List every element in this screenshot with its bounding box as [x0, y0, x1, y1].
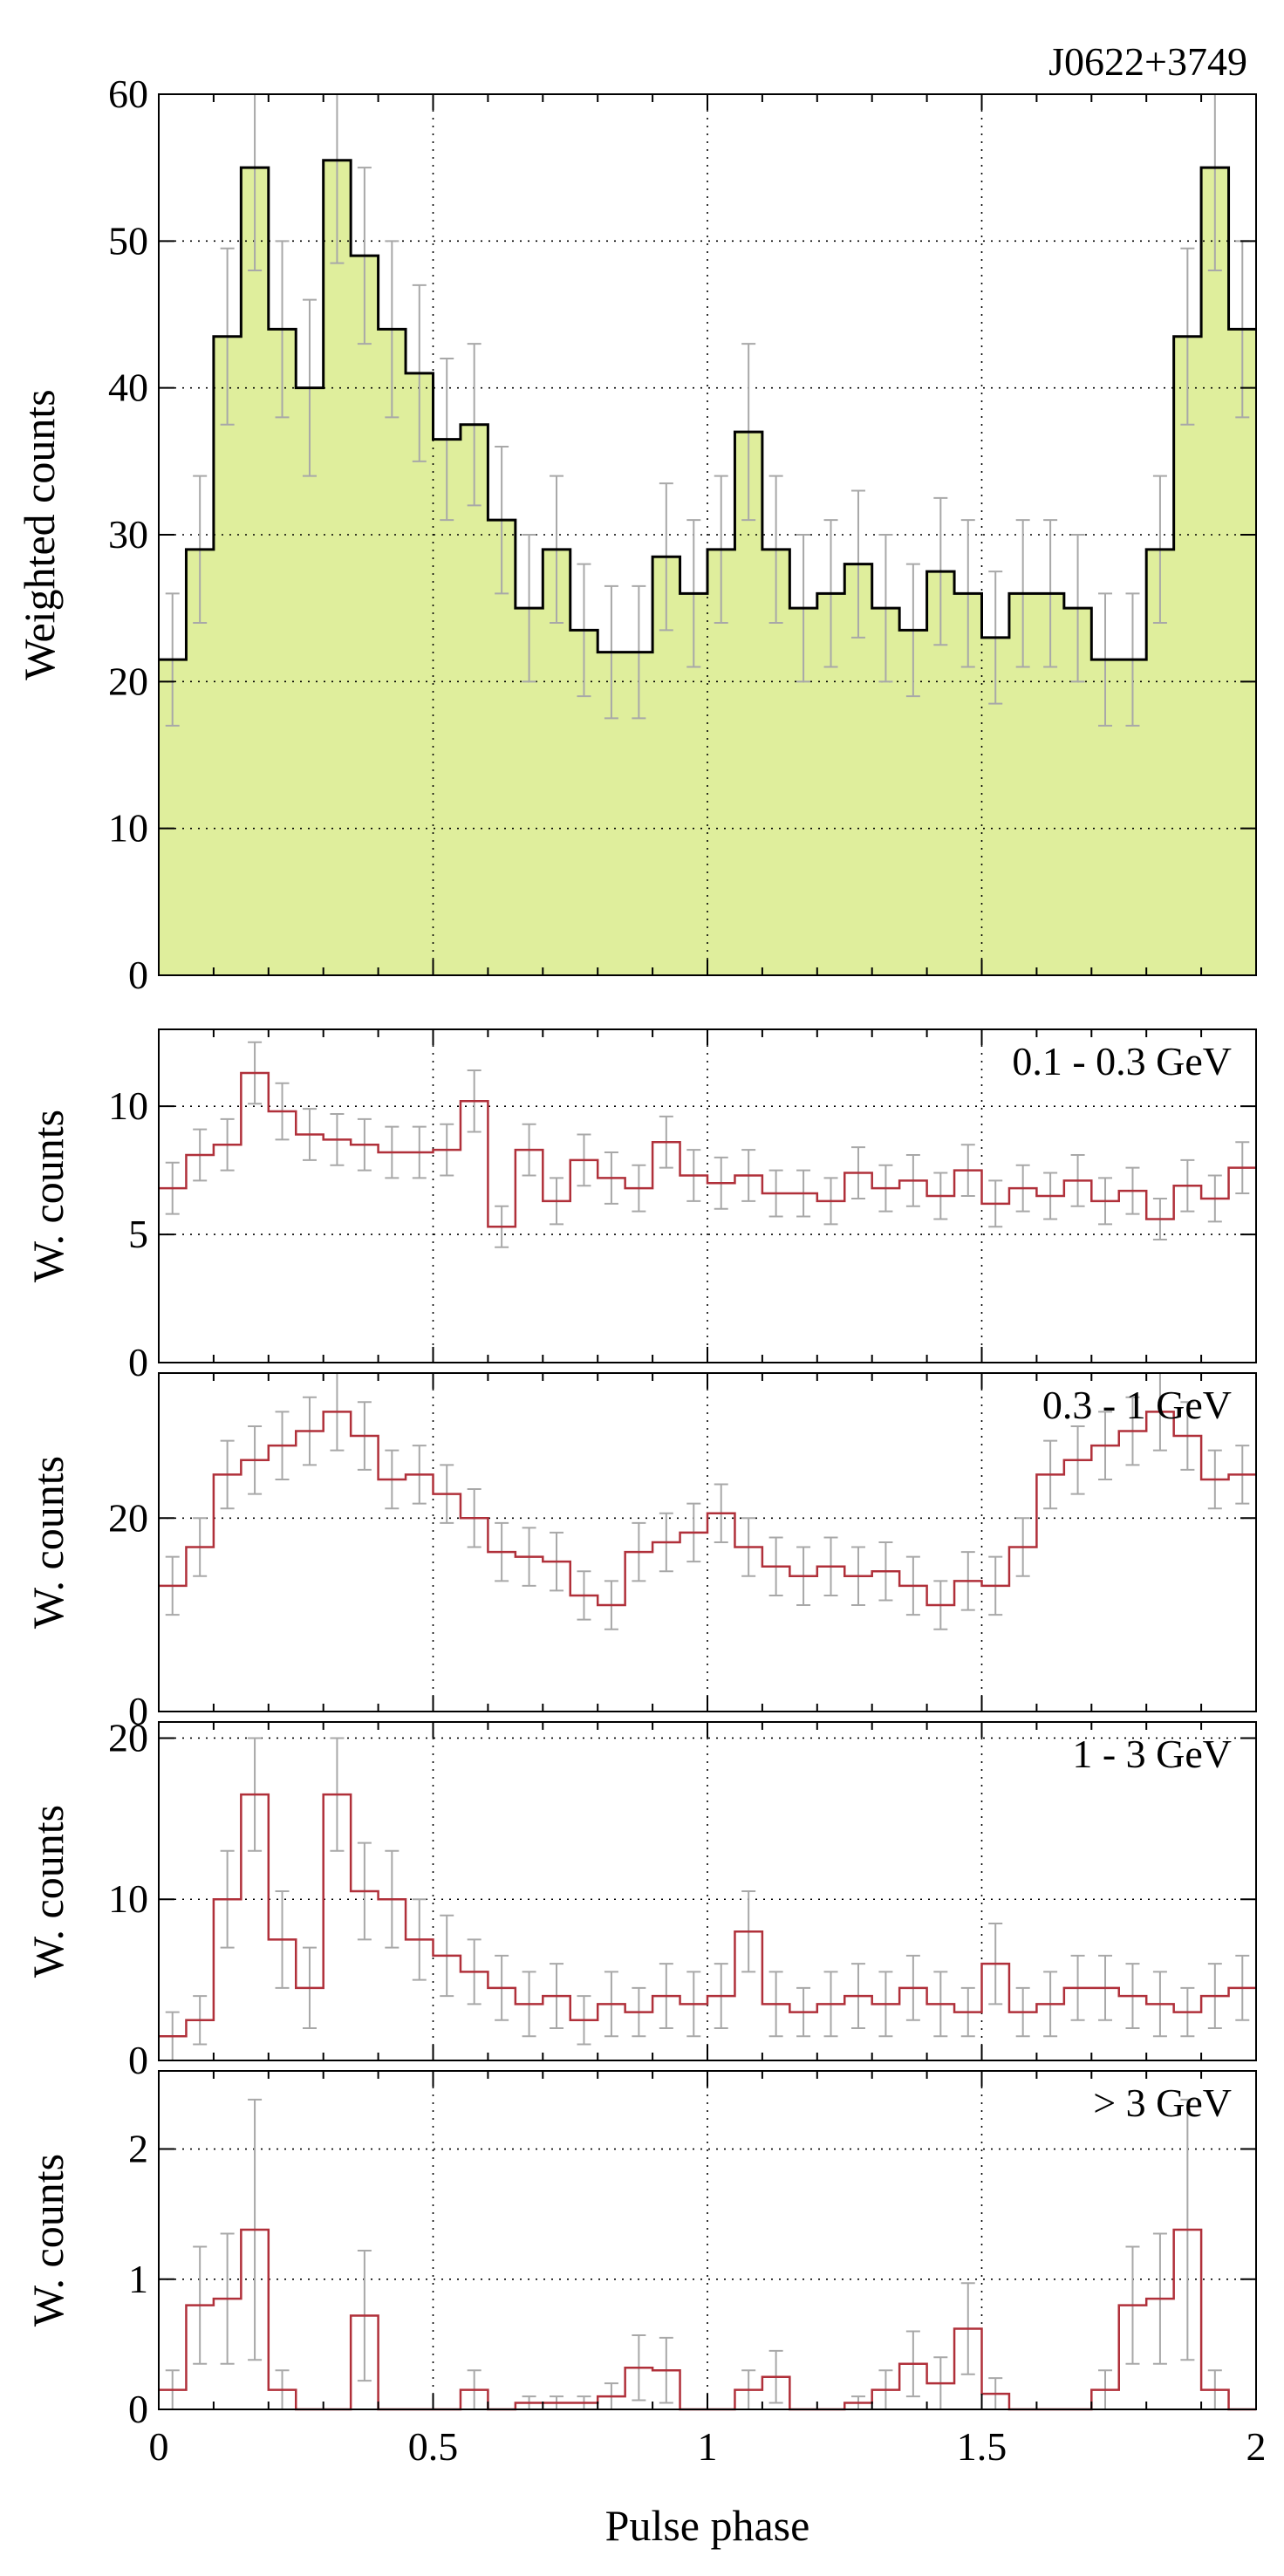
x-axis-label: Pulse phase [605, 2501, 810, 2550]
x-tick-label: 0.5 [408, 2424, 459, 2469]
y-tick-label: 1 [128, 2257, 148, 2301]
y-tick-label: 0 [128, 1689, 148, 1733]
y-axis-label: W. counts [24, 2154, 72, 2327]
y-tick-label: 40 [108, 366, 148, 410]
x-tick-label: 1 [698, 2424, 718, 2469]
y-tick-label: 0 [128, 953, 148, 997]
y-tick-label: 60 [108, 72, 148, 116]
x-tick-label: 1.5 [957, 2424, 1007, 2469]
histogram-step [159, 1071, 1256, 1228]
y-tick-label: 5 [128, 1212, 148, 1256]
panel-band2: 0 20 W. counts 0.3 - 1 GeV [24, 1372, 1257, 1733]
panel-band1: 0 5 10 W. counts 0.1 - 0.3 GeV [24, 1028, 1257, 1384]
x-tick-label: 2 [1246, 2424, 1267, 2469]
panel-band3: 0 10 20 W. counts 1 - 3 GeV [24, 1715, 1257, 2082]
y-tick-label: 30 [108, 512, 148, 557]
y-tick-label: 2 [128, 2127, 148, 2171]
y-tick-label: 20 [108, 659, 148, 703]
source-name-label: J0622+3749 [1048, 39, 1247, 84]
histogram-step [159, 1411, 1256, 1607]
y-tick-label: 50 [108, 218, 148, 263]
y-axis-label: W. counts [24, 1805, 72, 1978]
panel-band4: 0 1 2 W. counts > 3 GeV [24, 2070, 1257, 2431]
energy-band-label: > 3 GeV [1093, 2081, 1232, 2125]
energy-band-label: 1 - 3 GeV [1072, 1732, 1232, 1776]
y-tick-label: 0 [128, 1340, 148, 1384]
energy-band-label: 0.1 - 0.3 GeV [1012, 1039, 1232, 1083]
y-tick-label: 20 [108, 1495, 148, 1540]
y-axis-label: Weighted counts [15, 389, 64, 680]
y-axis-label: W. counts [24, 1110, 72, 1282]
plot-frame [158, 2070, 1257, 2410]
y-tick-label: 10 [108, 1876, 148, 1921]
y-tick-label: 10 [108, 1083, 148, 1128]
y-axis-label: W. counts [24, 1456, 72, 1629]
y-tick-label: 20 [108, 1715, 148, 1759]
histogram-step [159, 1793, 1256, 2038]
y-tick-label: 0 [128, 2038, 148, 2082]
y-tick-label: 0 [128, 2387, 148, 2431]
histogram-step [159, 159, 1256, 661]
energy-band-label: 0.3 - 1 GeV [1042, 1383, 1232, 1427]
y-tick-label: 10 [108, 806, 148, 851]
x-tick-label: 0 [149, 2424, 169, 2469]
panel-total: 0 10 20 30 40 50 60 Weighted counts J0622+3749 [15, 39, 1257, 997]
histogram-step [159, 2228, 1256, 2411]
